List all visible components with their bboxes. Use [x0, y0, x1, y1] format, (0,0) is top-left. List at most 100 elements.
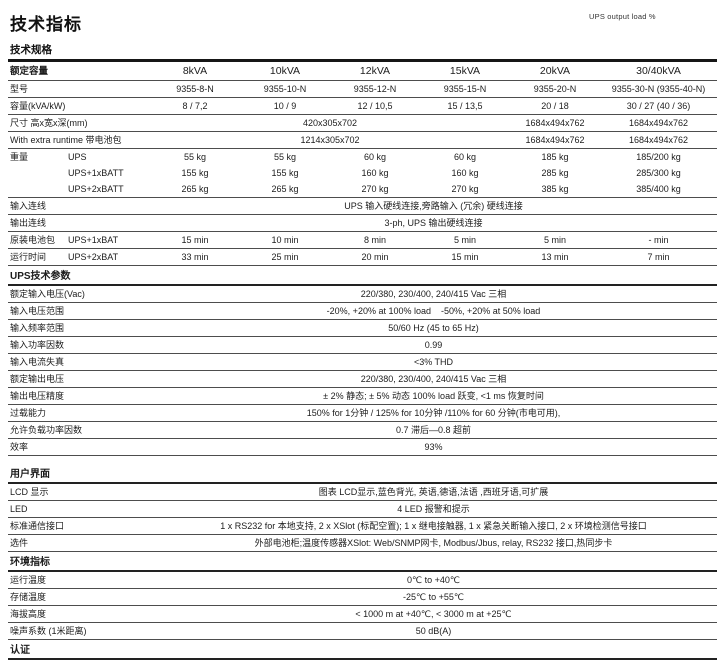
cell-value: < 1000 m at +40℃, < 3000 m at +25℃ — [150, 605, 717, 623]
page-title: 技术指标 — [10, 15, 82, 34]
cell-value: 1684x494x762 — [600, 131, 717, 149]
cell-value: 4 LED 报警和提示 — [150, 500, 717, 518]
cell-value: 12 / 10,5 — [330, 97, 420, 115]
row-label: 海拔高度 — [8, 605, 150, 623]
cell-value: 15 min — [420, 248, 510, 266]
cell-value: 5 min — [420, 231, 510, 249]
row-label: 原装电池包 UPS+1xBAT — [8, 231, 150, 249]
row-sub-label: UPS+2xBAT — [68, 251, 119, 262]
row-label: 额定输入电压(Vac) — [8, 285, 150, 303]
cell-value: 10 min — [240, 231, 330, 249]
row-label: 容量(kVA/kW) — [8, 97, 150, 115]
cell-value: 0℃ to +40℃ — [150, 571, 717, 589]
cell-value: 25 min — [240, 248, 330, 266]
table-row: UPS+1xBATT 155 kg 155 kg 160 kg 160 kg 285 kg… — [8, 165, 717, 181]
row-sub-label: UPS+1xBAT — [68, 234, 119, 245]
cell-value: 55 kg — [273, 151, 297, 162]
table-row: 选件 外部电池柜;温度传感器XSlot: Web/SNMP网卡, Modbus/J… — [8, 534, 717, 552]
table-row: 过载能力 150% for 1分钟 / 125% for 10分钟 /110% f… — [8, 404, 717, 422]
table-row: 输入频率范围 50/60 Hz (45 to 65 Hz) — [8, 319, 717, 337]
cell-value: 420x305x702 — [150, 114, 510, 132]
table-row: 存储温度 -25℃ to +55℃ — [8, 588, 717, 606]
table-row: LED 4 LED 报警和提示 — [8, 500, 717, 518]
section-title: 环境指标 — [8, 551, 717, 572]
row-label: LCD 显示 — [8, 483, 150, 501]
cell-value: 10 / 9 — [240, 97, 330, 115]
table-row: 输入电压范围 -20%, +20% at 100% load -50%, +20%… — [8, 302, 717, 320]
table-row: 尺寸 高x宽x深(mm) 420x305x702 1684x494x762 1684x… — [8, 114, 717, 132]
cell-value: 0.99 — [150, 336, 717, 354]
table-row: With extra runtime 带电池包 1214x305x702 1684x… — [8, 131, 717, 149]
table-row: 额定输出电压 220/380, 230/400, 240/415 Vac 三相 — [8, 370, 717, 388]
row-label: 输出连线 — [8, 214, 150, 232]
row-label: 额定容量 — [8, 62, 150, 81]
cell-value: 图表 LCD显示,蓝色背光, 英语,德语,法语 ,西班牙语,可扩展 — [150, 483, 717, 501]
cell-value: 270 kg — [330, 181, 420, 198]
cell-value: 0.7 滞后—0.8 超前 — [150, 421, 717, 439]
section-header-row: 认证 — [8, 639, 717, 660]
table-row: 允许负载功率因数 0.7 滞后—0.8 超前 — [8, 421, 717, 439]
cell-value: 33 min — [150, 248, 240, 266]
cell-value: 30/40kVA — [600, 62, 717, 81]
cell-value: ± 2% 静态; ± 5% 动态 100% load 跃变, <1 ms 恢复时… — [150, 387, 717, 405]
cell-value: 1684x494x762 — [600, 114, 717, 132]
spec-table-body: 额定容量 8kVA 10kVA 12kVA 15kVA 20kVA 30/40kVA 型号 93… — [8, 62, 717, 661]
section-header-row: 用户界面 — [8, 455, 717, 484]
cell-value: 265 kg — [240, 181, 330, 198]
row-label: 效率 — [8, 438, 150, 456]
table-row: 输出电压精度 ± 2% 静态; ± 5% 动态 100% load 跃变, <1 … — [8, 387, 717, 405]
cell-value: 265 kg — [150, 181, 240, 198]
cell-value: 1214x305x702 — [150, 131, 510, 149]
corner-note: UPS output load % — [589, 12, 656, 21]
row-label: 质量标准 — [8, 659, 150, 661]
cell-value: 3-ph, UPS 输出硬线连接 — [150, 214, 717, 232]
cell-value: 20kVA — [510, 62, 600, 81]
table-row: 额定容量 8kVA 10kVA 12kVA 15kVA 20kVA 30/40kVA — [8, 62, 717, 81]
row-label: 输入电流失真 — [8, 353, 150, 371]
row-label: 输入连线 — [8, 197, 150, 215]
row-label: 重量 UPS — [8, 149, 150, 166]
cell-value: 1684x494x762 — [510, 131, 600, 149]
row-label: UPS+1xBATT — [8, 165, 150, 181]
cell-value: 285/300 kg — [636, 167, 681, 178]
section-subtitle: 技术规格 — [10, 44, 52, 56]
row-label: 噪声系数 (1米距离) — [8, 622, 150, 640]
table-row: 输入电流失真 <3% THD — [8, 353, 717, 371]
cell-value: 10kVA — [240, 62, 330, 81]
row-label: 额定输出电压 — [8, 370, 150, 388]
subtitle-block: 技术规格 — [8, 42, 717, 62]
table-row: 额定输入电压(Vac) 220/380, 230/400, 240/415 Vac… — [8, 285, 717, 303]
table-row: LCD 显示 图表 LCD显示,蓝色背光, 英语,德语,法语 ,西班牙语,可扩展 — [8, 483, 717, 501]
cell-value: 220/380, 230/400, 240/415 Vac 三相 — [150, 370, 717, 388]
cell-value: 1 x RS232 for 本地支持, 2 x XSlot (标配空置); 1 … — [150, 517, 717, 535]
row-label: LED — [8, 500, 150, 518]
row-label: 标准通信接口 — [8, 517, 150, 535]
cell-value: 50/60 Hz (45 to 65 Hz) — [150, 319, 717, 337]
table-row: 标准通信接口 1 x RS232 for 本地支持, 2 x XSlot (标配空… — [8, 517, 717, 535]
cell-value: 385 kg — [510, 181, 600, 198]
cell-value: 5 min — [510, 231, 600, 249]
row-label: 输入电压范围 — [8, 302, 150, 320]
cell-value: 9355-8-N — [150, 80, 240, 98]
cell-value: -25℃ to +55℃ — [150, 588, 717, 606]
cell-value: 9355-15-N — [420, 80, 510, 98]
table-row: 运行时间 UPS+2xBAT 33 min 25 min 20 min 15 min 13 … — [8, 248, 717, 266]
cell-value: 160 kg — [451, 167, 479, 178]
table-row: 输入连线 UPS 输入硬线连接,旁路输入 (冗余) 硬线连接 — [8, 197, 717, 215]
cell-value: 15 / 13,5 — [420, 97, 510, 115]
row-label: 输入功率因数 — [8, 336, 150, 354]
cell-value: 150% for 1分钟 / 125% for 10分钟 /110% for 6… — [150, 404, 717, 422]
cell-value: 9355-10-N — [240, 80, 330, 98]
row-label: 输出电压精度 — [8, 387, 150, 405]
cell-value: 155 kg — [181, 167, 209, 178]
row-sub-label: UPS — [68, 151, 87, 162]
row-label: 运行时间 UPS+2xBAT — [8, 248, 150, 266]
table-row: 噪声系数 (1米距离) 50 dB(A) — [8, 622, 717, 640]
section-header-row: 环境指标 — [8, 551, 717, 572]
section-title: 认证 — [8, 639, 717, 660]
row-label: 存储温度 — [8, 588, 150, 606]
cell-value: ISO 9001: 2000 and ISO 14001: 1996 — [150, 659, 717, 661]
row-sub-label: UPS+2xBATT — [68, 183, 124, 194]
row-label: 尺寸 高x宽x深(mm) — [8, 114, 150, 132]
